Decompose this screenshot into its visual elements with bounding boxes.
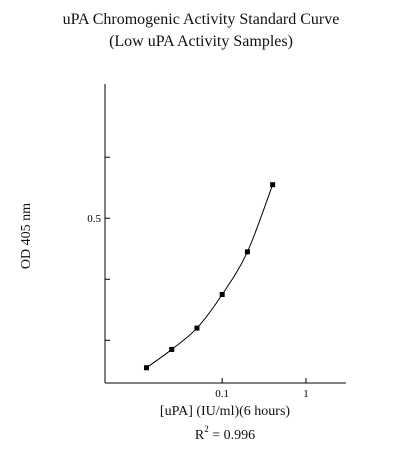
x-ticks: 0.1 1 <box>215 378 309 400</box>
x-axis-label: [uPA] (IU/ml)(6 hours) <box>159 404 291 419</box>
data-point <box>219 292 225 298</box>
y-ticks: 0.5 <box>87 156 110 341</box>
r2-value: = 0.996 <box>208 428 256 443</box>
x-tick-label: 1 <box>303 388 309 400</box>
data-point <box>143 365 149 371</box>
data-series <box>143 182 276 371</box>
r2-letter: R <box>194 428 205 443</box>
chart-subtitle: (Low uPA Activity Samples) <box>109 33 293 50</box>
series-line <box>146 184 274 369</box>
x-tick-label: 0.1 <box>215 388 229 400</box>
r-squared-label: R2 = 0.996 <box>105 425 345 444</box>
data-point <box>270 182 276 188</box>
chart-title: uPA Chromogenic Activity Standard Curve <box>62 11 340 28</box>
data-point <box>169 346 175 352</box>
y-tick-label: 0.5 <box>87 213 101 225</box>
data-point <box>244 249 250 255</box>
y-axis-label: OD 405 nm <box>19 202 34 270</box>
r2-superscript: 2 <box>204 424 209 434</box>
data-point <box>194 325 200 331</box>
